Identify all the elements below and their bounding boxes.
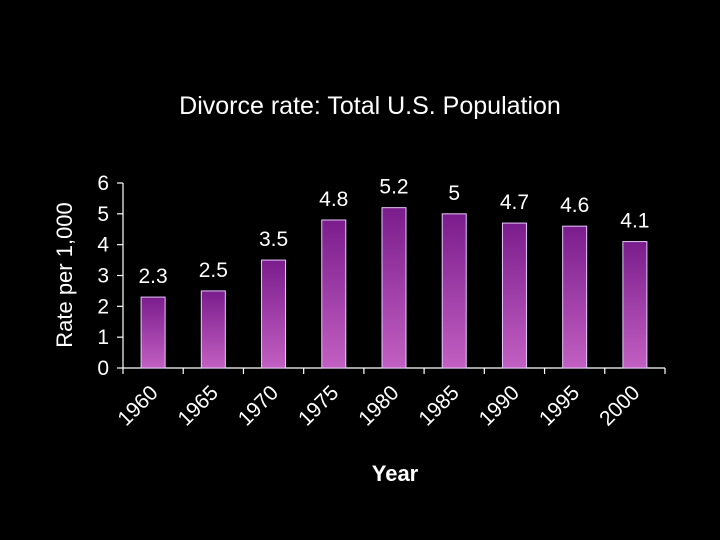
plot-area: 0 1 2 3 4 5 6 2.3 1960 2.5 1965 3.5 1970 4.8 1975 5.2 19… bbox=[97, 172, 666, 431]
data-label: 5.2 bbox=[379, 176, 408, 199]
data-label: 2.3 bbox=[139, 265, 168, 288]
chart-title: Divorce rate: Total U.S. Population bbox=[179, 92, 561, 120]
x-tick-label: 1960 bbox=[113, 381, 162, 430]
bar-1980 bbox=[381, 207, 407, 369]
data-label: 3.5 bbox=[259, 228, 288, 251]
x-tick-label: 1990 bbox=[475, 381, 524, 430]
y-tick-label: 0 bbox=[97, 357, 109, 380]
bar-1970 bbox=[261, 259, 287, 369]
x-tick-label: 1995 bbox=[535, 381, 584, 430]
x-axis-label: Year bbox=[372, 461, 419, 486]
bar-1995 bbox=[562, 225, 588, 369]
y-tick-label: 4 bbox=[97, 234, 109, 257]
x-tick-label: 1970 bbox=[234, 381, 283, 430]
x-tick-label: 1975 bbox=[294, 381, 343, 430]
bar-1985 bbox=[441, 213, 467, 369]
data-label: 4.8 bbox=[319, 188, 348, 211]
data-label: 4.1 bbox=[620, 210, 649, 233]
data-label: 4.6 bbox=[560, 194, 589, 217]
y-tick-label: 1 bbox=[97, 326, 109, 349]
x-tick-label: 1985 bbox=[414, 381, 463, 430]
y-tick-label: 2 bbox=[97, 295, 109, 318]
x-tick-label: 1980 bbox=[354, 381, 403, 430]
y-tick-label: 5 bbox=[97, 203, 109, 226]
data-label: 5 bbox=[448, 182, 460, 205]
x-tick-label: 1965 bbox=[174, 381, 223, 430]
data-label: 4.7 bbox=[500, 191, 529, 214]
y-tick-label: 6 bbox=[97, 172, 109, 195]
bar-1960 bbox=[140, 296, 166, 369]
data-label: 2.5 bbox=[199, 259, 228, 282]
y-axis-label: Rate per 1,000 bbox=[52, 202, 77, 348]
y-tick-label: 3 bbox=[97, 265, 109, 288]
bar-2000 bbox=[622, 241, 648, 369]
bar-1990 bbox=[501, 222, 527, 369]
bar-1965 bbox=[200, 290, 226, 369]
x-tick-label: 2000 bbox=[595, 381, 644, 430]
bar-1975 bbox=[321, 219, 347, 369]
